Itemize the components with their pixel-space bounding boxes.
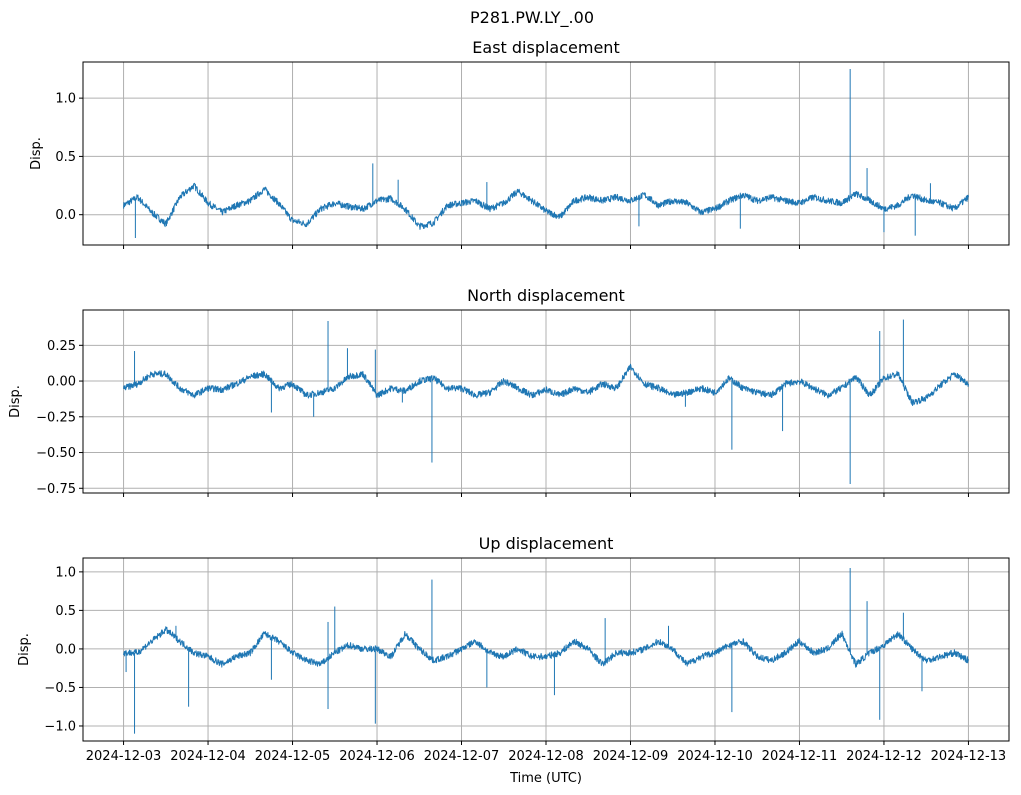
- x-tick-label: 2024-12-05: [255, 749, 331, 764]
- y-axis-label: Disp.: [29, 137, 44, 170]
- x-tick-label: 2024-12-06: [339, 749, 415, 764]
- panel-north: 0.25 0.00 −0.25 −0.50 −0.75 North displacemen…: [8, 286, 1010, 497]
- y-tick-label: 0.00: [47, 375, 76, 390]
- y-tick-label: 1.0: [55, 565, 76, 580]
- y-tick-label: 0.5: [55, 604, 76, 619]
- figure-title: P281.PW.LY_.00: [470, 8, 594, 28]
- series-line: [123, 626, 969, 668]
- x-tick-label: 2024-12-12: [846, 749, 922, 764]
- x-tick-label: 2024-12-11: [762, 749, 838, 764]
- axes-frame: [82, 309, 1010, 494]
- x-axis-label: Time (UTC): [509, 771, 582, 786]
- panel-up: 2024-12-03 2024-12-04 2024-12-05 2024-12-06…: [17, 534, 1010, 764]
- axes-frame: [82, 557, 1010, 742]
- x-tick-label: 2024-12-04: [170, 749, 246, 764]
- y-tick-label: 0.0: [55, 208, 76, 223]
- panel-title: North displacement: [467, 286, 625, 305]
- series-line: [123, 363, 969, 406]
- y-tick-label: 1.0: [55, 92, 76, 107]
- x-tick-label: 2024-12-03: [86, 749, 162, 764]
- y-tick-label: 0.0: [55, 642, 76, 657]
- y-axis-label: Disp.: [17, 633, 32, 666]
- y-tick-label: −0.5: [44, 681, 76, 696]
- y-tick-label: −1.0: [44, 719, 76, 734]
- y-tick-label: 0.5: [55, 150, 76, 165]
- y-tick-label: −0.25: [36, 410, 76, 425]
- panel-title: Up displacement: [479, 534, 614, 553]
- x-tick-label: 2024-12-10: [677, 749, 753, 764]
- y-tick-label: −0.75: [36, 482, 76, 497]
- panel-title: East displacement: [472, 38, 619, 57]
- panels: 1.0 0.5 0.0 East displacement Disp. 0.25 0.00 −…: [8, 38, 1010, 764]
- x-tick-label: 2024-12-09: [593, 749, 669, 764]
- y-tick-label: −0.50: [36, 446, 76, 461]
- series-line: [123, 182, 969, 230]
- panel-east: 1.0 0.5 0.0 East displacement Disp.: [29, 38, 1010, 249]
- y-tick-label: 0.25: [47, 339, 76, 354]
- x-tick-label: 2024-12-07: [424, 749, 500, 764]
- axes-frame: [82, 61, 1010, 246]
- x-tick-label: 2024-12-13: [931, 749, 1007, 764]
- y-axis-label: Disp.: [8, 385, 23, 418]
- x-tick-label: 2024-12-08: [508, 749, 584, 764]
